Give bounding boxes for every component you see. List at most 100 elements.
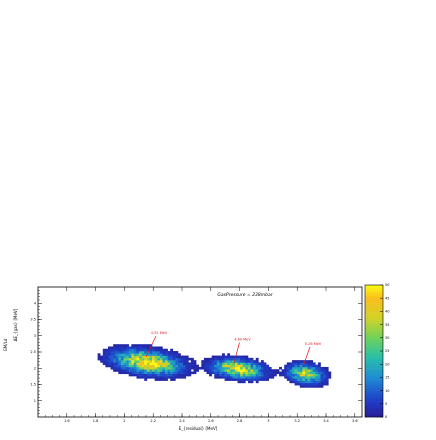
heatmap-cell <box>209 362 212 365</box>
heatmap-cell <box>159 357 163 361</box>
heatmap-cell <box>219 357 223 361</box>
heatmap-cell <box>307 378 311 381</box>
heatmap-cell <box>149 366 153 370</box>
heatmap-cell <box>170 353 174 356</box>
heatmap-cell <box>154 353 158 356</box>
heatmap-cell <box>172 366 176 370</box>
heatmap-cell <box>183 376 187 379</box>
heatmap-cell <box>162 366 166 370</box>
heatmap-cell <box>126 344 130 347</box>
heatmap-cell <box>222 357 225 361</box>
heatmap-cell <box>258 373 262 377</box>
x-tick-label: 1.6 <box>64 419 70 423</box>
heatmap-cell <box>120 357 124 361</box>
heatmap-cell <box>170 371 174 375</box>
heatmap-cell <box>154 373 158 377</box>
heatmap-cell <box>263 362 267 365</box>
heatmap-cell <box>232 369 236 372</box>
heatmap-cell <box>297 382 301 386</box>
heatmap-cell <box>165 364 168 368</box>
heatmap-cell <box>247 364 251 368</box>
heatmap-cell <box>310 362 314 365</box>
heatmap-cell <box>115 351 119 354</box>
heatmap-cell <box>110 366 114 370</box>
heatmap-cell <box>159 378 163 381</box>
heatmap-cell <box>123 357 127 361</box>
heatmap-cell <box>237 376 241 379</box>
heatmap-cell <box>304 382 308 386</box>
heatmap-cell <box>115 362 119 365</box>
heatmap-cell <box>284 376 288 379</box>
heatmap-cell <box>190 357 194 361</box>
heatmap-cell <box>211 357 215 361</box>
heatmap-cell <box>139 366 142 370</box>
heatmap-cell <box>175 351 179 354</box>
heatmap-cell <box>110 364 114 368</box>
heatmap-cell <box>201 362 205 365</box>
heatmap-cell <box>123 371 127 375</box>
heatmap-cell <box>312 378 316 381</box>
heatmap-cell <box>323 380 327 384</box>
heatmap-cell <box>193 371 197 375</box>
heatmap-cell <box>255 357 259 361</box>
heatmap-cell <box>177 362 181 365</box>
heatmap-cell <box>219 362 223 365</box>
color-scale-label: 50 <box>385 283 389 287</box>
heatmap-cell <box>133 348 137 352</box>
heatmap-cell <box>266 373 269 377</box>
heatmap-cell <box>131 366 135 370</box>
heatmap-cell <box>190 362 194 365</box>
heatmap-cell <box>260 371 264 375</box>
heatmap-cell <box>102 357 106 361</box>
heatmap-cell <box>214 371 218 375</box>
heatmap-cell <box>97 357 101 361</box>
heatmap-cell <box>120 344 124 347</box>
heatmap-cell <box>136 344 140 347</box>
heatmap-cell <box>118 369 122 372</box>
heatmap-cell <box>120 360 124 363</box>
color-scale-segment <box>365 285 383 288</box>
heatmap-cell <box>159 366 163 370</box>
heatmap-cell <box>170 355 174 359</box>
color-scale-segment <box>365 302 383 306</box>
heatmap-cell <box>310 364 314 368</box>
heatmap-cell <box>136 364 140 368</box>
color-scale-segment <box>365 384 383 387</box>
heatmap-cell <box>198 366 202 370</box>
heatmap-cell <box>253 360 257 363</box>
heatmap-cell <box>315 373 319 377</box>
heatmap-cell <box>216 360 220 363</box>
heatmap-cell <box>250 366 254 370</box>
heatmap-cell <box>227 376 231 379</box>
color-scale-segment <box>365 333 383 336</box>
heatmap-cell <box>271 373 275 377</box>
heatmap-cell <box>302 366 306 370</box>
heatmap-cell <box>227 371 231 375</box>
heatmap-cell <box>315 385 319 388</box>
heatmap-cell <box>263 364 267 368</box>
heatmap-cell <box>286 362 290 365</box>
heatmap-cell <box>214 357 218 361</box>
heatmap-cell <box>292 366 295 370</box>
heatmap-cell <box>154 362 158 365</box>
heatmap-cell <box>234 371 238 375</box>
heatmap-cell <box>120 366 124 370</box>
heatmap-cell <box>185 357 189 361</box>
heatmap-cell <box>242 364 246 368</box>
color-scale-segment <box>365 377 383 380</box>
heatmap-cell <box>118 364 122 368</box>
heatmap-cell <box>113 366 117 370</box>
color-scale-segment <box>365 408 383 411</box>
heatmap-cell <box>250 357 254 361</box>
color-scale-segment <box>365 392 383 396</box>
heatmap-cell <box>146 369 150 372</box>
heatmap-cell <box>255 360 259 363</box>
annotations: 4.32 MeV 4.69 MeV 5.26 MeV <box>145 331 322 367</box>
heatmap-cell <box>234 378 238 381</box>
heatmap-cell <box>312 371 316 375</box>
heatmap-cell <box>123 351 127 354</box>
heatmap-cell <box>144 344 148 347</box>
heatmap-cell <box>167 357 171 361</box>
heatmap-cell <box>211 366 215 370</box>
heatmap-cell <box>167 369 171 372</box>
